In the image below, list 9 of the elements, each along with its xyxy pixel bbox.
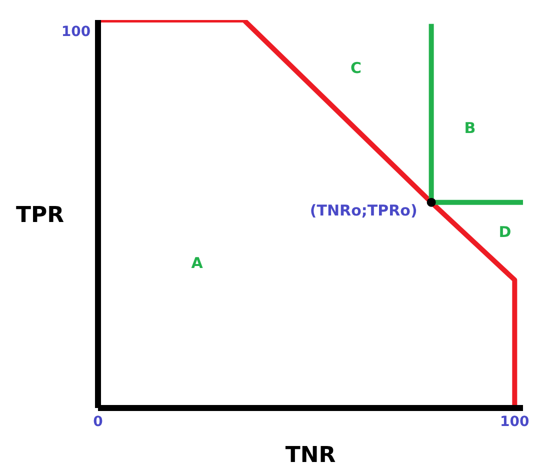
y-axis-title: TPR (16, 202, 64, 228)
annotation: (TNRo;TPRo) (310, 202, 418, 220)
annotation: B (464, 119, 476, 137)
annotation: A (191, 254, 203, 272)
x-tick-label: 0 (93, 414, 104, 430)
annotation: D (498, 223, 512, 241)
text: 100 (61, 24, 91, 40)
x-axis-title: TNR (285, 443, 336, 468)
annotation: C (350, 59, 362, 77)
